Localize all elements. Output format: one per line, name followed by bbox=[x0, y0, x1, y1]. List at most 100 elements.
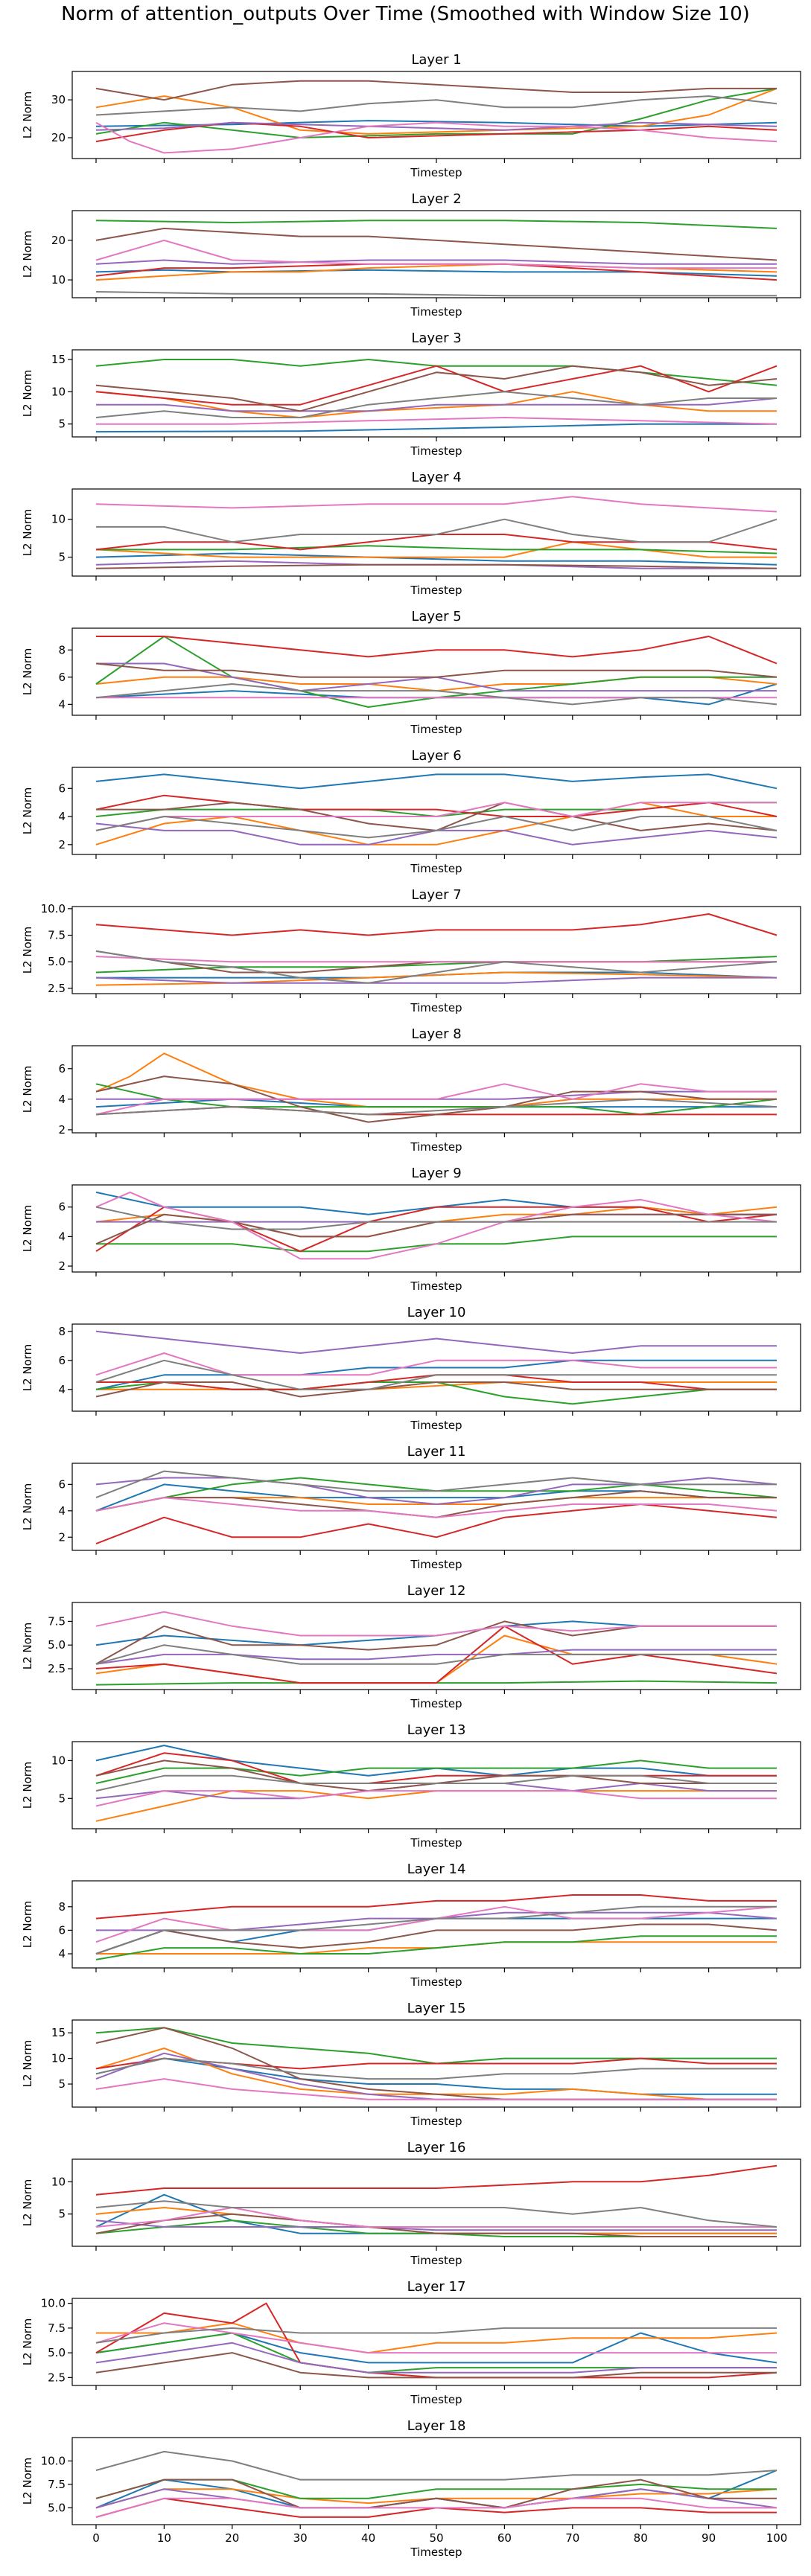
series-group bbox=[95, 913, 777, 986]
series-line-7 bbox=[95, 1083, 777, 1116]
series-line-2 bbox=[95, 263, 777, 281]
subplot-layer-9: Layer 9 2 4 6 L2 Norm Timestep bbox=[21, 1166, 801, 1293]
x-tick-label: 40 bbox=[361, 2531, 375, 2545]
subplot-layer-10: Layer 10 4 6 8 L2 Norm Timestep bbox=[21, 1305, 801, 1432]
series-line-8 bbox=[96, 518, 777, 543]
x-axis-label: Timestep bbox=[410, 1836, 462, 1850]
subplot-layer-12: Layer 12 2.5 5.0 7.5 L2 Norm Timestep bbox=[21, 1583, 801, 1710]
series-line-4 bbox=[95, 1894, 777, 1920]
series-line-3 bbox=[95, 1083, 777, 1116]
series-group bbox=[95, 636, 777, 708]
series-line-4 bbox=[95, 2164, 777, 2196]
series-line-7 bbox=[95, 1191, 777, 1260]
series-line-3 bbox=[95, 636, 777, 708]
y-axis-label: L2 Norm bbox=[21, 1066, 34, 1113]
series-line-5 bbox=[95, 1649, 777, 1665]
series-line-2 bbox=[96, 2322, 777, 2354]
series-line-2 bbox=[95, 971, 777, 986]
series-line-1 bbox=[95, 552, 777, 566]
y-tick-label: 15 bbox=[51, 2026, 66, 2039]
series-line-6 bbox=[95, 2352, 777, 2379]
subplot-layer-15: Layer 15 5 10 15 L2 Norm Timestep bbox=[21, 2001, 801, 2128]
y-tick-label: 4 bbox=[58, 1504, 66, 1518]
y-tick-label: 6 bbox=[58, 1354, 66, 1367]
series-line-8 bbox=[95, 1206, 777, 1230]
series-line-7 bbox=[95, 496, 777, 513]
y-tick-label: 6 bbox=[58, 1477, 66, 1491]
y-axis-label: L2 Norm bbox=[21, 2458, 34, 2505]
series-line-5 bbox=[95, 2219, 777, 2231]
series-group bbox=[95, 773, 777, 846]
subplot-title: Layer 5 bbox=[411, 609, 461, 624]
x-axis-label: Timestep bbox=[410, 862, 462, 875]
y-tick-label: 20 bbox=[51, 234, 66, 247]
x-axis-label: Timestep bbox=[410, 1558, 462, 1571]
axes-frame bbox=[71, 210, 801, 298]
series-group bbox=[95, 1894, 777, 1960]
y-tick-label: 5.0 bbox=[48, 2346, 66, 2359]
series-line-8 bbox=[95, 1098, 777, 1116]
series-line-8 bbox=[95, 950, 777, 984]
series-line-7 bbox=[95, 2078, 777, 2100]
series-line-8 bbox=[95, 2327, 777, 2344]
series-line-7 bbox=[95, 956, 777, 963]
y-tick-label: 6 bbox=[58, 1923, 66, 1937]
subplot-layer-17: Layer 17 2.5 5.0 7.5 10.0 L2 Norm Timestep bbox=[21, 2279, 801, 2406]
x-axis-label: Timestep bbox=[410, 305, 462, 319]
figure-title: Norm of attention_outputs Over Time (Smo… bbox=[61, 3, 750, 25]
series-line-1 bbox=[95, 773, 777, 790]
x-tick-label: 30 bbox=[293, 2531, 308, 2545]
y-tick-label: 8 bbox=[58, 1325, 66, 1338]
series-line-2 bbox=[96, 1381, 777, 1390]
subplot-layer-1: Layer 1 20 30 L2 Norm Timestep bbox=[21, 52, 801, 179]
y-tick-label: 10.0 bbox=[41, 902, 66, 915]
subplot-title: Layer 9 bbox=[411, 1166, 461, 1181]
x-tick-label: 20 bbox=[225, 2531, 239, 2545]
y-tick-label: 10.0 bbox=[41, 2297, 66, 2310]
series-line-8 bbox=[95, 683, 777, 706]
series-line-5 bbox=[95, 2052, 777, 2100]
y-tick-label: 10 bbox=[51, 273, 66, 287]
y-tick-label: 2 bbox=[58, 1123, 66, 1137]
y-tick-label: 8 bbox=[58, 1900, 66, 1914]
subplot-title: Layer 14 bbox=[407, 1861, 466, 1877]
x-axis-label: Timestep bbox=[410, 723, 462, 736]
series-line-2 bbox=[95, 391, 777, 418]
series-line-6 bbox=[95, 2478, 777, 2509]
y-tick-label: 5 bbox=[58, 418, 66, 431]
x-axis-label: Timestep bbox=[410, 1975, 462, 1989]
y-tick-label: 4 bbox=[58, 1947, 66, 1960]
series-line-6 bbox=[95, 1213, 777, 1245]
series-line-8 bbox=[95, 291, 777, 297]
y-axis-label: L2 Norm bbox=[21, 1762, 34, 1809]
subplot-title: Layer 15 bbox=[407, 2001, 466, 2016]
series-line-6 bbox=[95, 563, 777, 569]
axes-frame bbox=[71, 767, 801, 855]
series-line-3 bbox=[95, 1935, 777, 1960]
series-line-6 bbox=[95, 1381, 777, 1398]
y-tick-label: 10 bbox=[51, 513, 66, 526]
y-tick-label: 6 bbox=[58, 1201, 66, 1214]
x-axis-label: Timestep bbox=[410, 1279, 462, 1293]
y-tick-label: 30 bbox=[51, 93, 66, 106]
subplot-layer-3: Layer 3 5 10 15 L2 Norm Timestep bbox=[21, 330, 801, 458]
series-line-3 bbox=[95, 956, 777, 974]
y-axis-label: L2 Norm bbox=[21, 2040, 34, 2088]
series-line-5 bbox=[96, 397, 777, 412]
x-axis-label: Timestep bbox=[410, 2115, 462, 2128]
subplot-layer-5: Layer 5 4 6 8 L2 Norm Timestep bbox=[21, 609, 801, 736]
subplot-layer-13: Layer 13 5 10 L2 Norm Timestep bbox=[21, 1722, 801, 1850]
subplot-layer-14: Layer 14 4 6 8 L2 Norm Timestep bbox=[21, 1861, 801, 1989]
x-axis-label: Timestep bbox=[410, 1697, 462, 1710]
series-line-5 bbox=[95, 2342, 777, 2374]
x-axis-label: Timestep bbox=[410, 2393, 462, 2406]
subplot-title: Layer 16 bbox=[407, 2140, 466, 2155]
y-tick-label: 4 bbox=[58, 810, 66, 823]
y-tick-label: 10 bbox=[51, 1754, 66, 1767]
series-line-5 bbox=[95, 1330, 777, 1354]
series-line-5 bbox=[95, 977, 777, 984]
y-tick-label: 4 bbox=[58, 1230, 66, 1243]
subplot-layer-16: Layer 16 5 10 L2 Norm Timestep bbox=[21, 2140, 801, 2267]
series-line-6 bbox=[95, 365, 777, 412]
series-line-8 bbox=[95, 2200, 777, 2228]
